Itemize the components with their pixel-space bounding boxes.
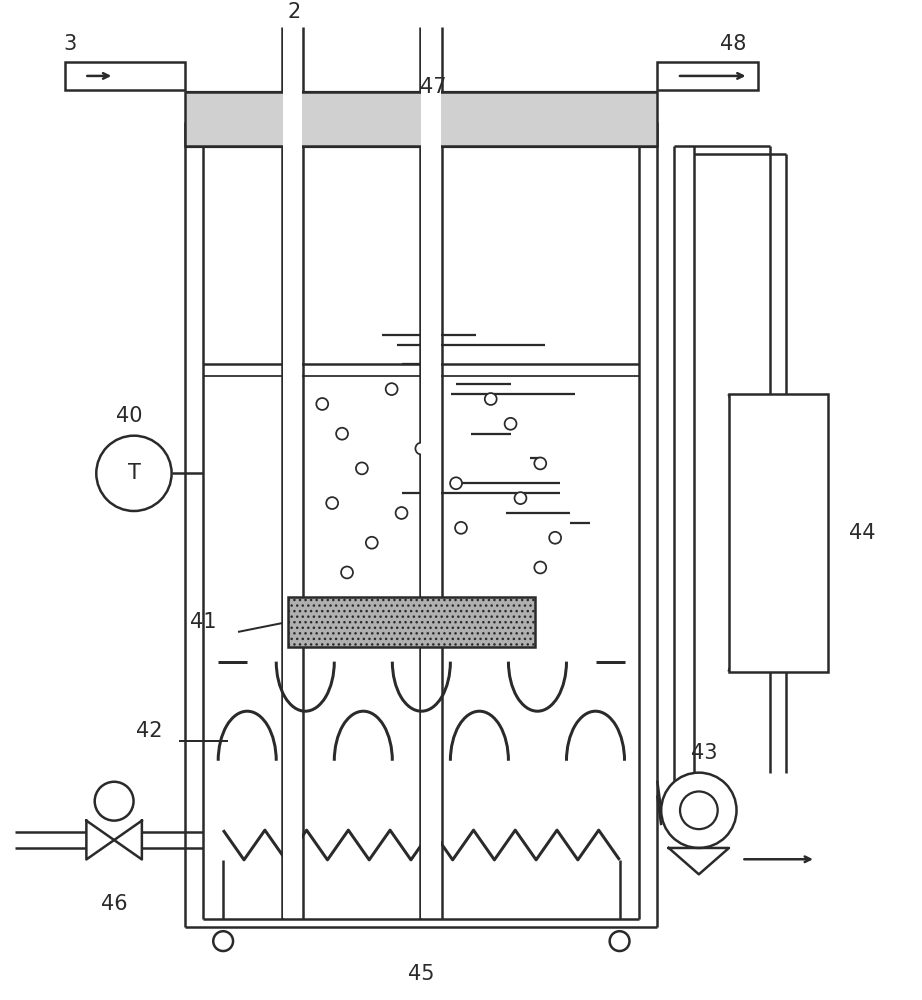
Text: 44: 44 bbox=[849, 523, 876, 543]
Circle shape bbox=[213, 931, 233, 951]
Circle shape bbox=[385, 383, 397, 395]
Circle shape bbox=[661, 773, 737, 848]
Text: 48: 48 bbox=[720, 34, 747, 54]
Circle shape bbox=[485, 393, 497, 405]
Circle shape bbox=[341, 567, 353, 578]
Circle shape bbox=[326, 497, 338, 509]
Text: 47: 47 bbox=[420, 77, 446, 97]
Text: 2: 2 bbox=[288, 2, 301, 22]
Bar bbox=[728, 394, 828, 672]
Circle shape bbox=[396, 507, 408, 519]
Circle shape bbox=[550, 532, 561, 544]
Bar bbox=[421, 146, 442, 918]
Circle shape bbox=[450, 477, 462, 489]
Bar bbox=[657, 62, 758, 90]
Text: 43: 43 bbox=[691, 743, 717, 763]
Circle shape bbox=[416, 443, 427, 455]
Bar bbox=[288, 597, 536, 647]
Circle shape bbox=[609, 931, 630, 951]
Circle shape bbox=[95, 782, 134, 821]
Circle shape bbox=[316, 398, 328, 410]
Text: 46: 46 bbox=[100, 894, 127, 914]
Text: 42: 42 bbox=[136, 721, 162, 741]
Bar bbox=[283, 146, 302, 918]
Circle shape bbox=[337, 428, 348, 440]
Circle shape bbox=[356, 462, 368, 474]
Bar bbox=[65, 62, 185, 90]
Circle shape bbox=[535, 562, 546, 573]
Circle shape bbox=[680, 791, 717, 829]
Circle shape bbox=[535, 457, 546, 469]
Circle shape bbox=[96, 436, 171, 511]
Bar bbox=[421, 27, 442, 146]
Text: 3: 3 bbox=[63, 34, 77, 54]
Text: T: T bbox=[127, 463, 140, 483]
Bar bbox=[185, 92, 657, 146]
Text: 45: 45 bbox=[408, 964, 434, 984]
Circle shape bbox=[514, 492, 526, 504]
Circle shape bbox=[366, 537, 378, 549]
Circle shape bbox=[425, 555, 437, 567]
Circle shape bbox=[504, 418, 516, 430]
Text: 41: 41 bbox=[190, 612, 217, 632]
Text: 40: 40 bbox=[116, 406, 142, 426]
Circle shape bbox=[455, 522, 467, 534]
Bar bbox=[283, 27, 302, 146]
